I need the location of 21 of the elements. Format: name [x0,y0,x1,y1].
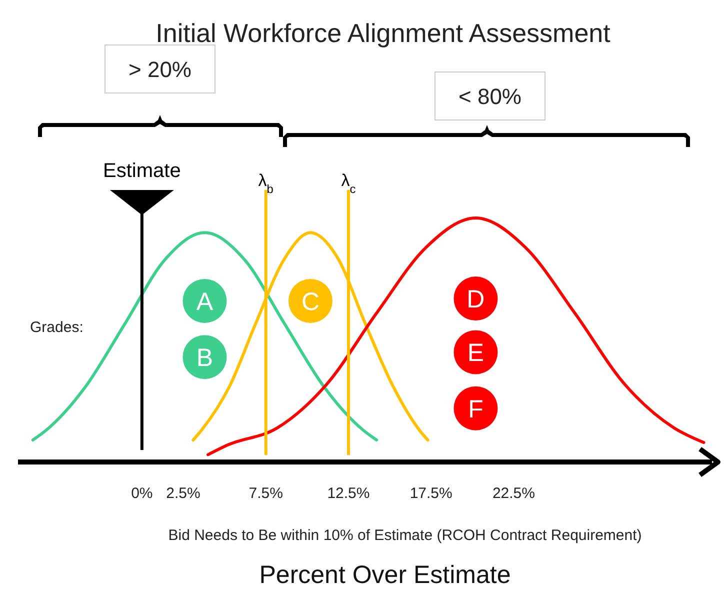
x-axis-title: Percent Over Estimate [259,561,511,589]
text: > 20% [128,57,192,82]
x-tick-label: 22.5% [492,485,535,502]
ref-line-label: λ$_{c}$ [341,171,356,196]
x-tick-label: 7.5% [248,485,283,502]
ref-line-label: Estimate [103,160,181,182]
x-tick-label: 12.5% [327,485,370,502]
x-tick-label: 2.5% [166,485,200,502]
annotation: F [468,395,484,424]
annotation: E [467,339,484,368]
annotation: B [196,344,214,372]
text: < 80% [458,84,522,109]
text: Bid Needs to Be within 10% of Estimate (RCOH Contract Requirement) [168,527,642,544]
x-tick-label: 17.5% [410,485,452,502]
annotation: A [196,288,214,316]
ref-line-label: λ$_{b}$ [258,171,274,196]
annotation: D [466,286,485,314]
x-tick-label: 0% [131,485,153,502]
annotation: C [301,288,320,316]
annotation: Grades: [30,319,84,336]
chart-title: Initial Workforce Alignment Assessment [156,18,612,48]
